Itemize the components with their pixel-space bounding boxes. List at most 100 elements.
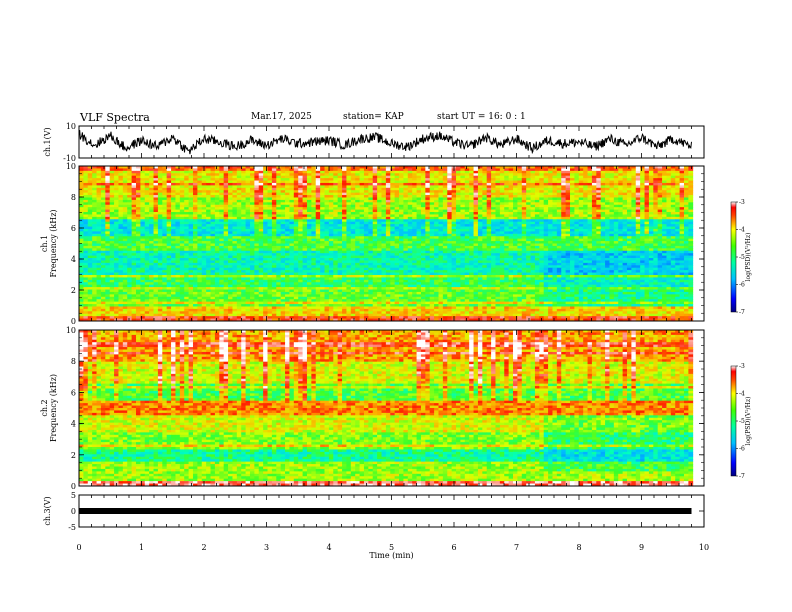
spectrogram-cell [193,224,198,227]
spectrogram-cell [671,248,676,251]
spectrogram-cell [417,173,422,176]
spectrogram-cell [110,193,115,196]
spectrogram-cell [478,171,483,174]
spectrogram-cell [495,222,500,225]
spectrogram-cell [579,190,584,193]
spectrogram-cell [298,212,303,215]
spectrogram-cell [149,190,154,193]
spectrogram-cell [110,207,115,210]
spectrogram-cell [79,193,84,196]
spectrogram-cell [653,190,658,193]
spectrogram-cell [601,176,606,179]
spectrogram-cell [688,248,693,251]
spectrogram-cell [373,178,378,181]
spectrogram-cell [566,171,571,174]
spectrogram-cell [373,217,378,220]
spectrogram-cell [653,183,658,186]
spectrogram-cell [601,224,606,227]
ch1-spectrogram-plot [79,166,693,321]
spectrogram-cell [381,173,386,176]
spectrogram-cell [254,205,259,208]
spectrogram-cell [609,190,614,193]
spectrogram-cell [83,248,88,251]
spectrogram-cell [509,246,514,249]
spectrogram-cell [180,214,185,217]
spectrogram-cell [215,183,220,186]
spectrogram-cell [434,188,439,191]
spectrogram-cell [588,214,593,217]
spectrogram-cell [443,231,448,234]
spectrogram-cell [386,246,391,249]
spectrogram-cell [539,231,544,234]
spectrogram-cell [193,231,198,234]
spectrogram-cell [88,185,93,188]
spectrogram-cell [360,197,365,200]
spectrogram-cell [118,190,123,193]
spectrogram-cell [517,193,522,196]
spectrogram-cell [390,207,395,210]
spectrogram-cell [425,197,430,200]
spectrogram-cell [351,236,356,239]
spectrogram-cell [640,207,645,210]
spectrogram-cell [232,210,237,213]
spectrogram-cell [430,173,435,176]
spectrogram-cell [342,224,347,227]
spectrogram-cell [351,205,356,208]
spectrogram-cell [417,212,422,215]
spectrogram-cell [294,231,299,234]
spectrogram-cell [329,248,334,251]
spectrogram-cell [246,251,251,254]
spectrogram-cell [645,205,650,208]
spectrogram-cell [430,181,435,184]
spectrogram-cell [583,239,588,242]
spectrogram-cell [495,171,500,174]
spectrogram-cell [513,181,518,184]
spectrogram-cell [154,195,159,198]
spectrogram-cell [193,200,198,203]
spectrogram-cell [596,207,601,210]
spectrogram-cell [364,236,369,239]
spectrogram-cell [618,183,623,186]
spectrogram-cell [232,200,237,203]
spectrogram-cell [338,188,343,191]
spectrogram-cell [408,197,413,200]
spectrogram-cell [478,227,483,230]
spectrogram-cell [539,219,544,222]
spectrogram-cell [671,176,676,179]
spectrogram-cell [193,183,198,186]
spectrogram-cell [263,222,268,225]
spectrogram-cell [325,200,330,203]
spectrogram-cell [509,173,514,176]
spectrogram-cell [614,176,619,179]
spectrogram-cell [281,212,286,215]
spectrogram-cell [219,244,224,247]
spectrogram-cell [149,207,154,210]
spectrogram-cell [684,219,689,222]
spectrogram-cell [675,210,680,213]
spectrogram-cell [487,210,492,213]
spectrogram-cell [434,244,439,247]
spectrogram-cell [469,234,474,237]
spectrogram-cell [193,234,198,237]
spectrogram-cell [526,210,531,213]
spectrogram-cell [114,176,119,179]
spectrogram-cell [224,210,229,213]
spectrogram-cell [285,178,290,181]
spectrogram-cell [417,219,422,222]
spectrogram-cell [684,193,689,196]
spectrogram-cell [127,217,132,220]
spectrogram-cell [118,205,123,208]
spectrogram-cell [474,173,479,176]
spectrogram-cell [495,207,500,210]
spectrogram-cell [311,171,316,174]
spectrogram-cell [552,183,557,186]
spectrogram-cell [539,202,544,205]
spectrogram-cell [522,185,527,188]
spectrogram-cell [228,219,233,222]
spectrogram-cell [509,197,514,200]
spectrogram-cell [373,171,378,174]
spectrogram-cell [351,244,356,247]
spectrogram-cell [149,202,154,205]
spectrogram-cell [377,200,382,203]
spectrogram-cell [325,227,330,230]
